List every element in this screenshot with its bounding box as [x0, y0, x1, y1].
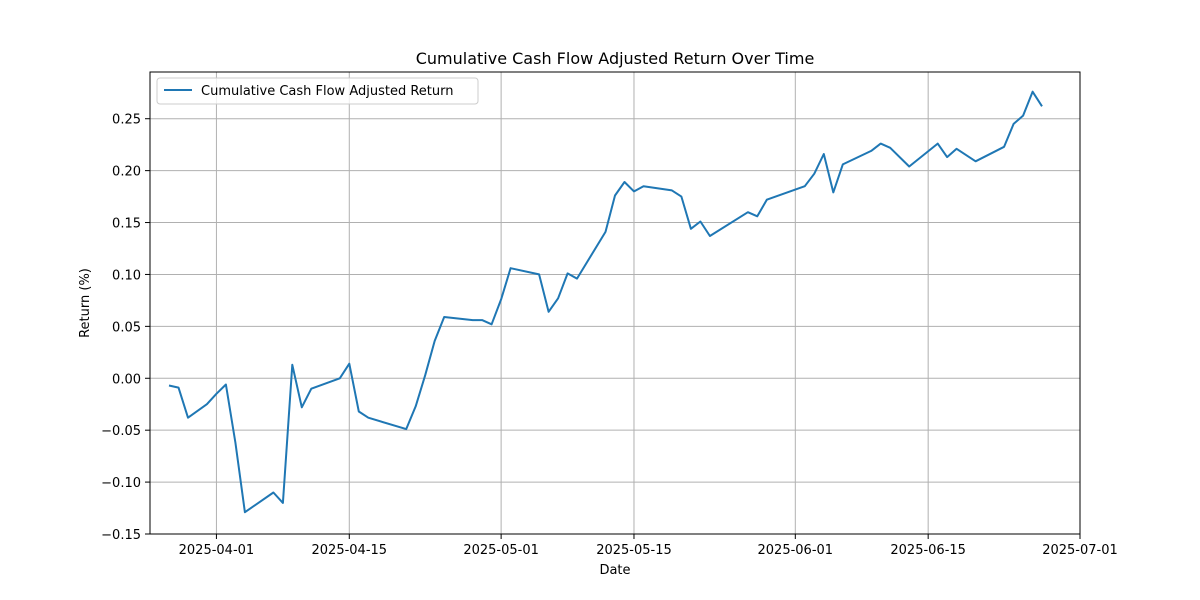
y-axis: 0.25 0.20 0.15 0.10 0.05 0.00 −0.05 −0.10 −0.15: [101, 113, 150, 543]
plot-frame: [149, 71, 1081, 535]
x-tick-label: 2025-04-01: [179, 543, 255, 558]
y-tick-label: −0.15: [101, 528, 141, 543]
series-layer: [168, 90, 1043, 514]
legend: Cumulative Cash Flow Adjusted Return: [156, 77, 479, 105]
y-tick-label: 0.00: [112, 372, 141, 387]
x-axis: 2025-04-01 2025-04-15 2025-05-01 2025-05-15…: [179, 534, 1118, 558]
y-tick-label: 0.20: [112, 165, 141, 180]
x-tick-label: 2025-07-01: [1042, 543, 1118, 558]
y-tick-label: 0.25: [112, 113, 141, 128]
legend-box: [156, 77, 479, 105]
x-axis-label: Date: [599, 563, 630, 578]
legend-label: Cumulative Cash Flow Adjusted Return: [201, 84, 453, 99]
x-tick-label: 2025-05-15: [596, 543, 672, 558]
y-tick-label: −0.10: [101, 476, 141, 491]
x-tick-label: 2025-06-01: [758, 543, 834, 558]
y-axis-label: Return (%): [78, 268, 93, 338]
series-line: [168, 90, 1043, 514]
y-tick-label: 0.10: [112, 268, 141, 283]
grid: [150, 72, 1081, 535]
x-tick-label: 2025-06-15: [890, 543, 966, 558]
y-tick-label: 0.15: [112, 217, 141, 232]
x-tick-label: 2025-04-15: [312, 543, 388, 558]
y-tick-label: 0.05: [112, 320, 141, 335]
y-tick-label: −0.05: [101, 424, 141, 439]
x-tick-label: 2025-05-01: [463, 543, 539, 558]
chart-title: Cumulative Cash Flow Adjusted Return Ove…: [416, 49, 815, 68]
